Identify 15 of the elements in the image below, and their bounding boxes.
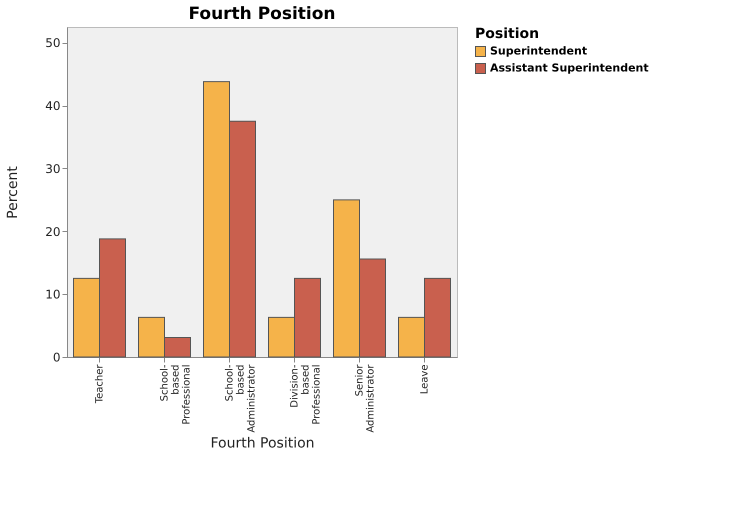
chart-title: Fourth Position — [188, 4, 336, 24]
y-tick-label: 40 — [45, 99, 60, 114]
x-tick-label: Leave — [420, 364, 430, 394]
y-tick-label: 10 — [45, 288, 60, 302]
legend-label: Assistant Superintendent — [490, 62, 649, 74]
y-tick-label: 20 — [45, 224, 60, 239]
x-tick-label: School- based Professional — [160, 364, 192, 425]
y-tick-label: 50 — [45, 36, 60, 50]
legend-title: Position — [475, 26, 540, 42]
y-tick-label: 30 — [45, 162, 60, 176]
y-tick-label: 0 — [52, 350, 60, 364]
x-tick-label: Teacher — [94, 364, 106, 404]
y-axis-title: Percent — [5, 166, 22, 219]
x-axis-title: Fourth Position — [210, 436, 315, 452]
legend-label: Superintendent — [490, 44, 588, 58]
